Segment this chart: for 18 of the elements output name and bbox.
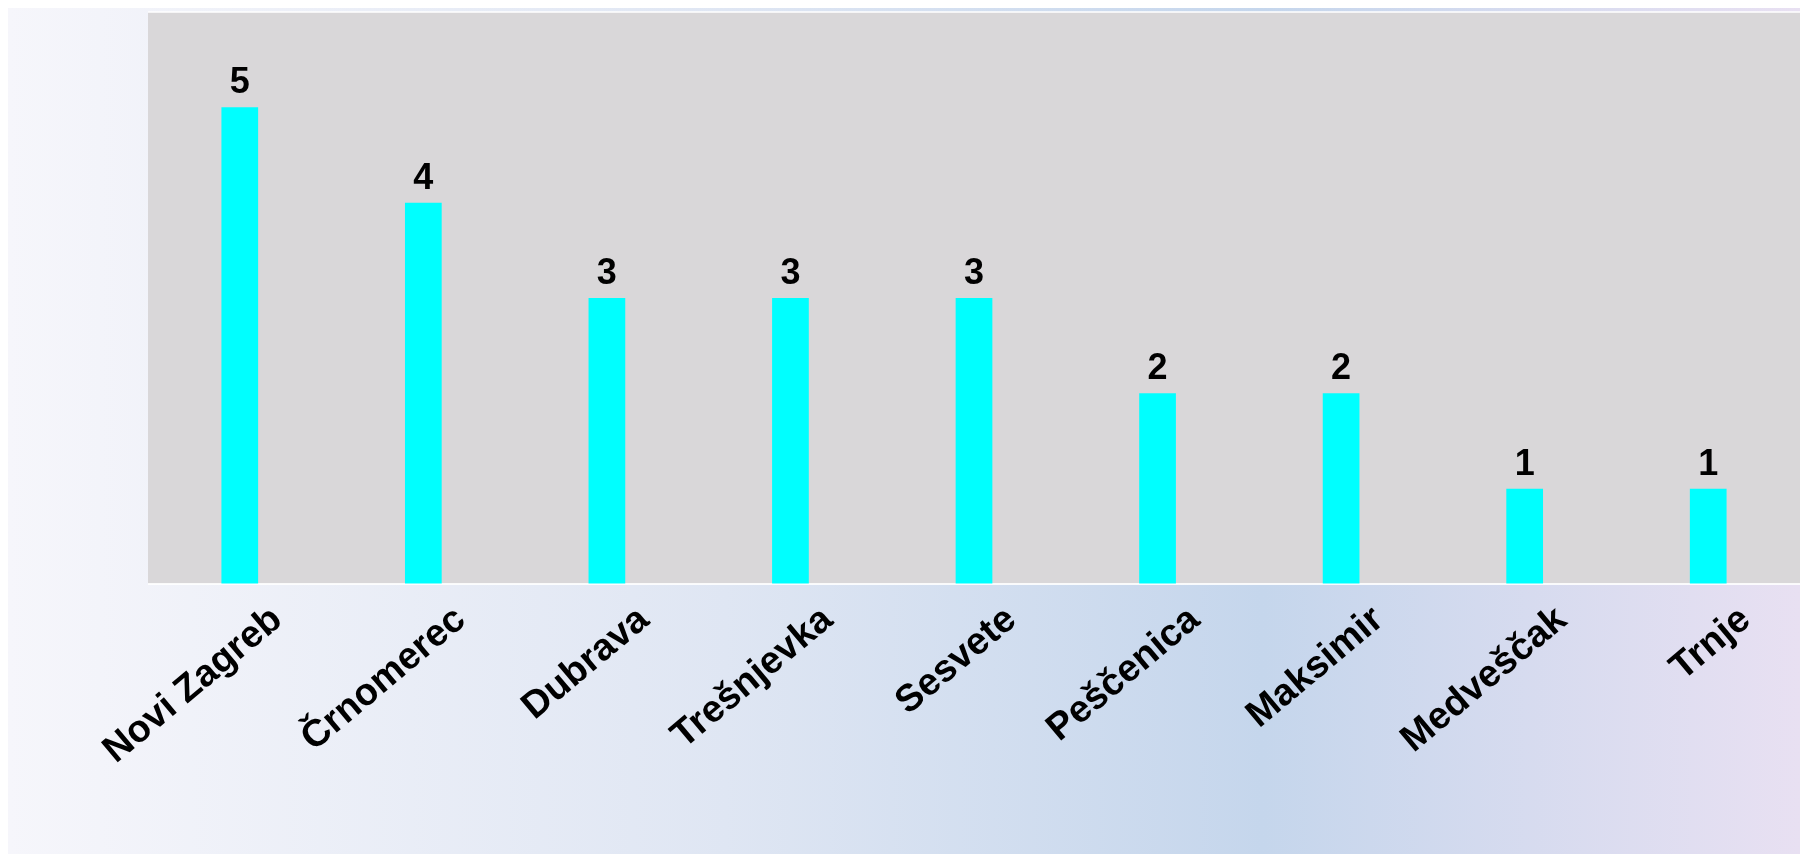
bar [955,298,993,584]
data-label: 2 [1331,346,1352,388]
data-label: 5 [229,60,250,102]
data-label: 1 [1698,441,1719,483]
bar [1139,393,1176,584]
data-label: 1 [1514,441,1535,483]
bar [1506,488,1544,584]
bar [404,202,442,584]
data-label: 3 [596,251,617,292]
data-label: 2 [1147,346,1168,388]
bar [1689,488,1727,584]
data-label: 4 [413,155,434,197]
bar [221,107,259,584]
bar [588,298,626,584]
bar [772,298,809,584]
data-label: 3 [780,251,801,292]
bar [1322,393,1360,584]
data-label: 3 [963,251,985,292]
